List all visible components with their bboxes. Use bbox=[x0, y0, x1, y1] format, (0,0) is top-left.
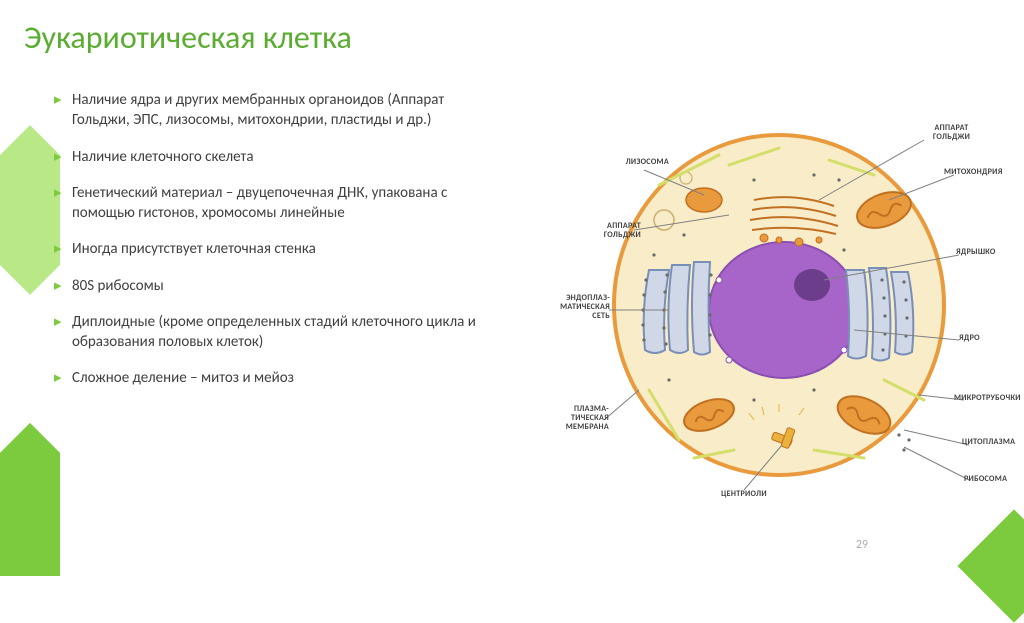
label-nucleolus: ЯДРЫШКО bbox=[956, 248, 1016, 257]
page-number: 29 bbox=[856, 538, 868, 552]
label-microtubule: МИКРОТРУБОЧКИ bbox=[954, 394, 1024, 403]
list-item: Сложное деление – митоз и мейоз bbox=[54, 368, 494, 388]
label-lysosome: ЛИЗОСОМА bbox=[609, 158, 669, 167]
list-item: Диплоидные (кроме определенных стадий кл… bbox=[54, 312, 494, 353]
label-ribosome: РИБОСОМА bbox=[964, 475, 1024, 484]
list-item: 80S рибосомы bbox=[54, 276, 494, 296]
decoration-left bbox=[0, 0, 60, 576]
cell-svg bbox=[554, 80, 1004, 530]
cell-diagram: ЛИЗОСОМА АППАРАТ ГОЛЬДЖИ ЭНДОПЛАЗ- МАТИЧ… bbox=[554, 80, 1004, 530]
list-item: Иногда присутствует клеточная стенка bbox=[54, 239, 494, 259]
label-er: ЭНДОПЛАЗ- МАТИЧЕСКАЯ СЕТЬ bbox=[542, 294, 610, 320]
label-mito: МИТОХОНДРИЯ bbox=[944, 168, 1024, 177]
label-centriole: ЦЕНТРИОЛИ bbox=[709, 490, 779, 499]
list-item: Наличие клеточного скелета bbox=[54, 147, 494, 167]
list-item: Наличие ядра и других мембранных органои… bbox=[54, 90, 494, 131]
label-membrane: ПЛАЗМА- ТИЧЕСКАЯ МЕМБРАНА bbox=[549, 405, 609, 431]
label-nucleus: ЯДРО bbox=[959, 334, 1009, 343]
label-golgi1: АППАРАТ ГОЛЬДЖИ bbox=[919, 124, 984, 142]
list-item: Генетический материал – двуцепочечная ДН… bbox=[54, 183, 494, 224]
bullet-list: Наличие ядра и других мембранных органои… bbox=[54, 90, 494, 405]
page-title: Эукариотическая клетка bbox=[24, 18, 352, 57]
label-cytoplasm: ЦИТОПЛАЗМА bbox=[962, 438, 1024, 447]
label-golgi2: АППАРАТ ГОЛЬДЖИ bbox=[586, 222, 641, 240]
